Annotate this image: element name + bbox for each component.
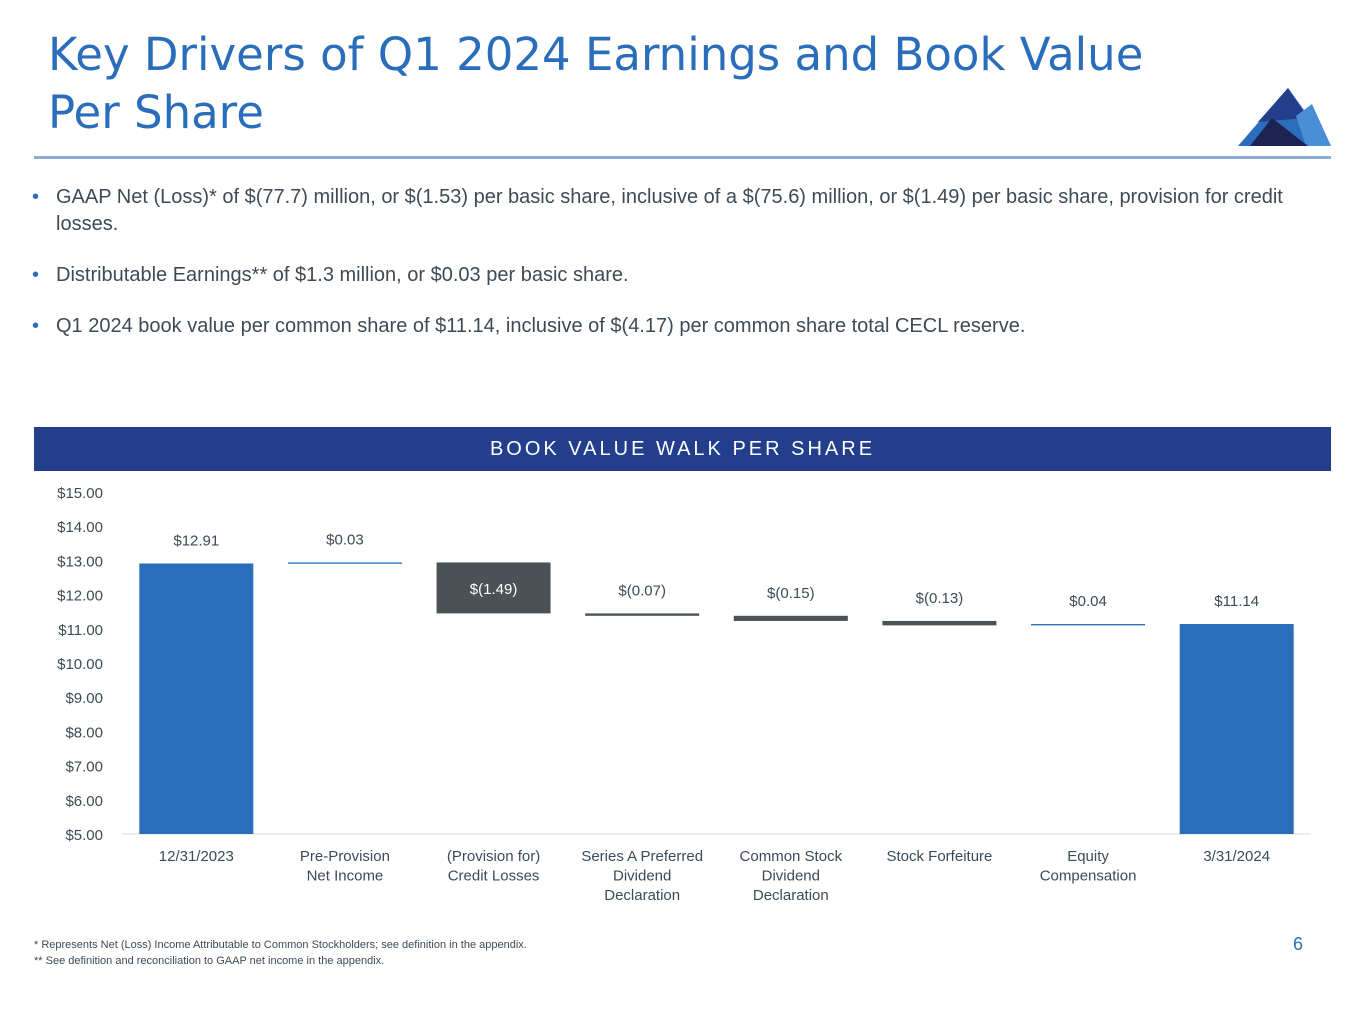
page-title-line-1: Key Drivers of Q1 2024 Earnings and Book…	[48, 28, 1144, 81]
y-tick-label: $11.00	[58, 622, 103, 639]
total-bar	[139, 563, 254, 834]
delta-bar	[585, 613, 700, 616]
bullet-text: GAAP Net (Loss)* of $(77.7) million, or …	[56, 186, 1283, 235]
x-category-label: Common Stock	[740, 848, 843, 865]
delta-bar	[1031, 624, 1146, 626]
y-tick-label: $7.00	[65, 759, 103, 776]
x-category-label: Stock Forfeiture	[887, 848, 993, 865]
delta-bar	[733, 615, 848, 621]
key-points-list: • GAAP Net (Loss)* of $(77.7) million, or…	[32, 184, 1328, 364]
data-label: $12.91	[173, 532, 219, 549]
footnote-1: * Represents Net (Loss) Income Attributa…	[34, 939, 527, 951]
y-tick-label: $15.00	[57, 485, 103, 502]
y-tick-label: $6.00	[65, 793, 103, 810]
x-category-label: Dividend	[762, 868, 820, 885]
total-bar	[1179, 624, 1294, 834]
bullet-item: • Q1 2024 book value per common share of …	[32, 313, 1328, 340]
y-tick-label: $13.00	[57, 553, 103, 570]
data-label: $0.04	[1069, 593, 1107, 610]
bullet-icon: •	[32, 315, 40, 337]
x-category-label: Dividend	[613, 868, 671, 885]
y-tick-label: $5.00	[65, 827, 103, 844]
page-title: Key Drivers of Q1 2024 Earnings and Book…	[48, 26, 1198, 142]
data-label: $(0.13)	[916, 590, 964, 607]
data-label: $(0.15)	[767, 585, 815, 602]
delta-bar	[287, 562, 402, 564]
bullet-text: Q1 2024 book value per common share of $…	[56, 315, 1026, 337]
y-tick-label: $12.00	[57, 588, 103, 605]
data-label: $11.14	[1214, 593, 1259, 610]
x-category-label: Equity	[1067, 848, 1109, 865]
x-category-label: Declaration	[604, 887, 680, 904]
x-category-label: 3/31/2024	[1203, 848, 1270, 865]
x-category-label: Series A Preferred	[581, 848, 703, 865]
data-label: $0.03	[326, 531, 364, 548]
delta-bar	[882, 620, 997, 626]
bullet-item: • GAAP Net (Loss)* of $(77.7) million, or…	[32, 184, 1328, 238]
footnote-2: ** See definition and reconciliation to …	[34, 955, 385, 967]
bullet-text: Distributable Earnings** of $1.3 million…	[56, 264, 629, 286]
x-category-label: Declaration	[753, 887, 829, 904]
x-category-label: Net Income	[307, 868, 384, 885]
y-tick-label: $10.00	[57, 656, 103, 673]
x-category-label: Compensation	[1040, 868, 1137, 885]
y-tick-label: $9.00	[65, 690, 103, 707]
data-label: $(1.49)	[470, 581, 518, 598]
bullet-item: • Distributable Earnings** of $1.3 millio…	[32, 262, 1328, 289]
page-title-line-2: Per Share	[48, 86, 264, 139]
x-category-label: 12/31/2023	[159, 848, 234, 865]
x-category-label: Credit Losses	[448, 868, 540, 885]
y-tick-label: $8.00	[65, 724, 103, 741]
page-number: 6	[1293, 934, 1304, 954]
y-tick-label: $14.00	[57, 519, 103, 536]
delta-bar	[436, 562, 551, 614]
book-value-waterfall-chart: $5.00 $6.00 $7.00 $8.00 $9.00 $10.00 $11.00 $12…	[57, 485, 1311, 904]
bullet-icon: •	[32, 264, 40, 286]
x-category-label: Pre-Provision	[300, 848, 390, 865]
data-label: $(0.07)	[618, 582, 666, 599]
bullet-icon: •	[32, 186, 40, 208]
chart-title-banner: BOOK VALUE WALK PER SHARE	[34, 427, 1331, 471]
x-category-label: (Provision for)	[447, 848, 540, 865]
title-divider	[34, 156, 1331, 159]
footnotes: * Represents Net (Loss) Income Attributa…	[34, 937, 527, 969]
mountain-logo-icon	[1238, 88, 1331, 146]
